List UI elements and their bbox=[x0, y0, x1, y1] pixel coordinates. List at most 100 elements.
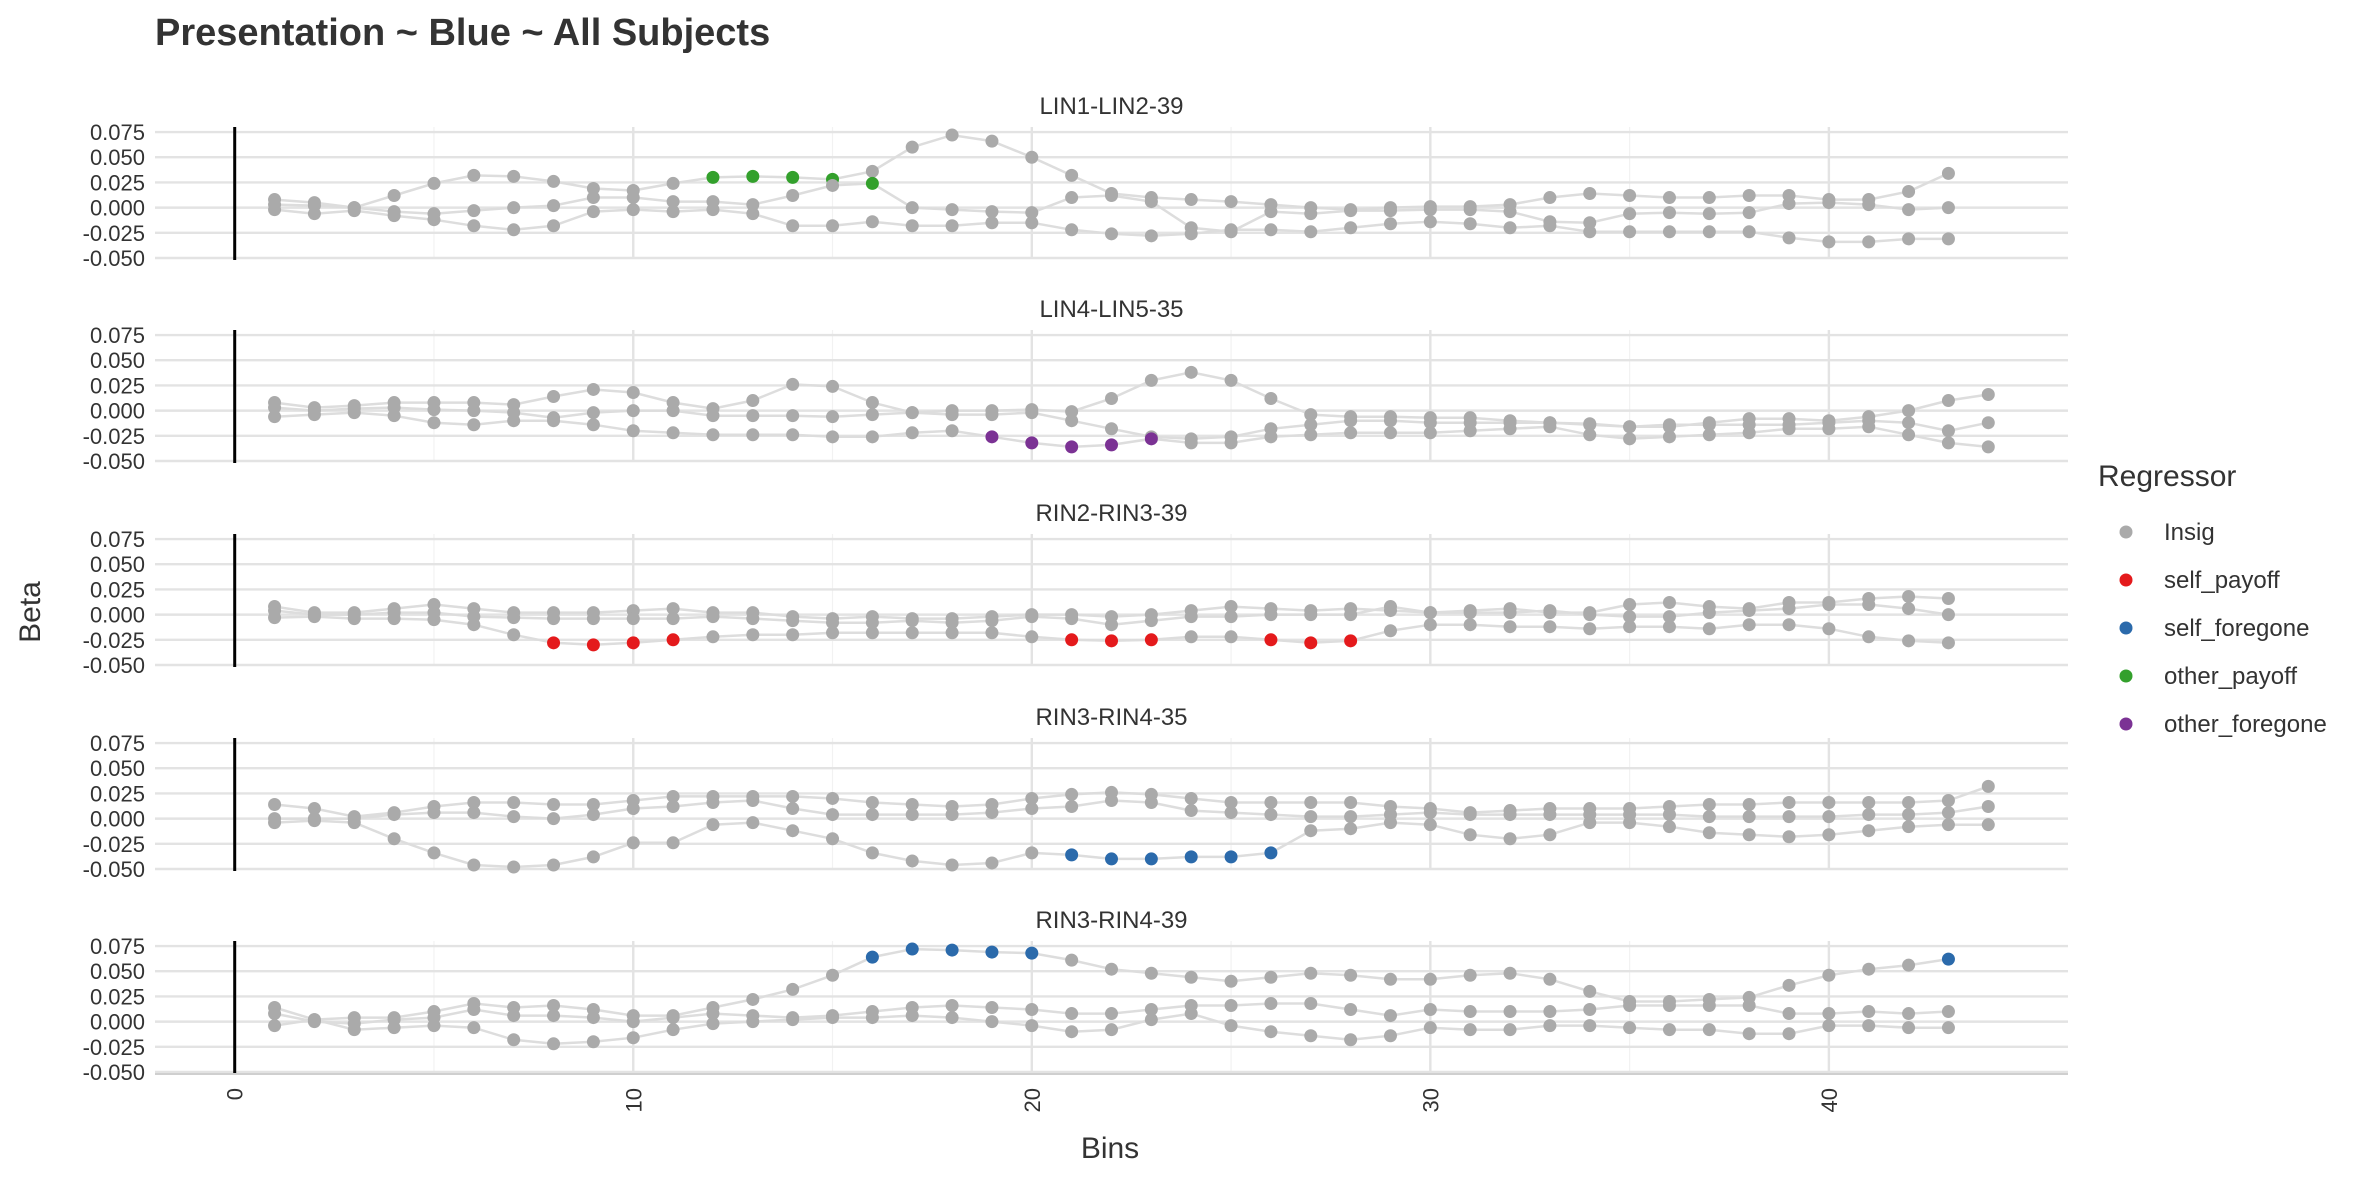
data-point-insig bbox=[347, 816, 361, 830]
data-point-insig bbox=[905, 201, 919, 215]
data-point-insig bbox=[1383, 600, 1397, 614]
data-point-insig bbox=[1782, 978, 1796, 992]
data-point-insig bbox=[307, 207, 321, 221]
data-point-self-foregone bbox=[1065, 848, 1079, 862]
data-point-insig bbox=[507, 414, 521, 428]
data-point-other-payoff bbox=[865, 176, 879, 190]
data-point-insig bbox=[1224, 610, 1238, 624]
data-point-insig bbox=[626, 404, 640, 418]
y-tick-label: -0.050 bbox=[83, 449, 145, 474]
data-point-insig bbox=[1782, 810, 1796, 824]
data-point-insig bbox=[626, 203, 640, 217]
data-point-insig bbox=[746, 793, 760, 807]
data-point-self-payoff bbox=[1065, 633, 1079, 647]
data-point-insig bbox=[547, 219, 561, 233]
data-point-insig bbox=[586, 808, 600, 822]
data-point-insig bbox=[1742, 189, 1756, 203]
y-tick-label: -0.025 bbox=[83, 628, 145, 653]
data-point-insig bbox=[1184, 365, 1198, 379]
data-point-insig bbox=[1264, 608, 1278, 622]
data-point-insig bbox=[1742, 206, 1756, 220]
data-point-insig bbox=[1902, 795, 1916, 809]
data-point-insig bbox=[826, 808, 840, 822]
data-point-insig bbox=[1662, 206, 1676, 220]
data-point-insig bbox=[1702, 207, 1716, 221]
data-point-insig bbox=[865, 626, 879, 640]
y-tick-label: -0.025 bbox=[83, 221, 145, 246]
data-point-insig bbox=[1902, 428, 1916, 442]
data-point-insig bbox=[985, 134, 999, 148]
x-tick-label: 20 bbox=[1020, 1088, 1045, 1112]
data-point-insig bbox=[905, 1009, 919, 1023]
data-point-insig bbox=[1583, 608, 1597, 622]
data-point-insig bbox=[1702, 418, 1716, 432]
data-point-insig bbox=[1423, 806, 1437, 820]
data-point-insig bbox=[1623, 189, 1637, 203]
data-point-insig bbox=[467, 1021, 481, 1035]
data-point-insig bbox=[1862, 235, 1876, 249]
data-point-insig bbox=[1583, 1019, 1597, 1033]
data-point-insig bbox=[1623, 998, 1637, 1012]
data-point-insig bbox=[1065, 1025, 1079, 1039]
data-point-insig bbox=[1184, 193, 1198, 207]
data-point-insig bbox=[1662, 620, 1676, 634]
data-point-insig bbox=[865, 616, 879, 630]
data-point-insig bbox=[865, 215, 879, 229]
data-point-insig bbox=[1144, 1013, 1158, 1027]
data-point-insig bbox=[467, 858, 481, 872]
data-point-insig bbox=[826, 410, 840, 424]
data-point-insig bbox=[1623, 207, 1637, 221]
data-point-insig bbox=[1941, 232, 1955, 246]
data-point-insig bbox=[786, 824, 800, 838]
data-point-other-foregone bbox=[1025, 436, 1039, 450]
data-point-insig bbox=[1025, 406, 1039, 420]
legend-label: other_foregone bbox=[2164, 711, 2327, 738]
data-point-insig bbox=[666, 612, 680, 626]
data-point-insig bbox=[1902, 404, 1916, 418]
data-point-insig bbox=[1902, 184, 1916, 198]
data-point-insig bbox=[268, 1007, 282, 1021]
data-point-insig bbox=[586, 181, 600, 195]
data-point-insig bbox=[1543, 604, 1557, 618]
y-tick-label: 0.075 bbox=[90, 323, 145, 348]
y-tick-label: 0.000 bbox=[90, 603, 145, 628]
data-point-insig bbox=[1822, 795, 1836, 809]
data-point-insig bbox=[547, 612, 561, 626]
data-point-insig bbox=[1463, 203, 1477, 217]
data-point-insig bbox=[1941, 793, 1955, 807]
data-point-insig bbox=[586, 1035, 600, 1049]
data-point-insig bbox=[1065, 787, 1079, 801]
data-point-insig bbox=[1264, 1025, 1278, 1039]
data-point-insig bbox=[547, 858, 561, 872]
legend: Regressor Insig self_payoff self_foregoneo… bbox=[2098, 460, 2327, 738]
data-point-insig bbox=[626, 385, 640, 399]
data-point-insig bbox=[1463, 606, 1477, 620]
data-point-insig bbox=[1742, 810, 1756, 824]
data-point-insig bbox=[1623, 432, 1637, 446]
data-point-self-payoff bbox=[1105, 634, 1118, 648]
data-point-insig bbox=[1344, 795, 1358, 809]
panels-group: LIN1-LIN2-390.0750.0500.0250.000-0.025-0… bbox=[83, 93, 2068, 1085]
series-line-1 bbox=[274, 785, 1989, 818]
data-point-insig bbox=[706, 1017, 720, 1031]
x-axis: 0 10 20 30 40 bbox=[155, 1073, 2068, 1112]
data-point-insig bbox=[826, 616, 840, 630]
data-point-insig bbox=[1662, 225, 1676, 239]
data-point-insig bbox=[1503, 1005, 1517, 1019]
data-point-other-foregone bbox=[985, 430, 999, 444]
data-point-insig bbox=[507, 795, 521, 809]
data-point-insig bbox=[1742, 604, 1756, 618]
data-point-insig bbox=[1105, 392, 1118, 406]
data-point-insig bbox=[1065, 612, 1079, 626]
data-point-insig bbox=[1902, 958, 1916, 972]
data-point-insig bbox=[1383, 1009, 1397, 1023]
data-point-insig bbox=[1702, 998, 1716, 1012]
data-point-insig bbox=[586, 612, 600, 626]
data-point-insig bbox=[1662, 1023, 1676, 1037]
data-point-insig bbox=[1782, 602, 1796, 616]
data-point-insig bbox=[547, 414, 561, 428]
data-point-insig bbox=[786, 789, 800, 803]
data-point-insig bbox=[1941, 591, 1955, 605]
data-point-insig bbox=[826, 832, 840, 846]
data-point-insig bbox=[1065, 191, 1079, 205]
